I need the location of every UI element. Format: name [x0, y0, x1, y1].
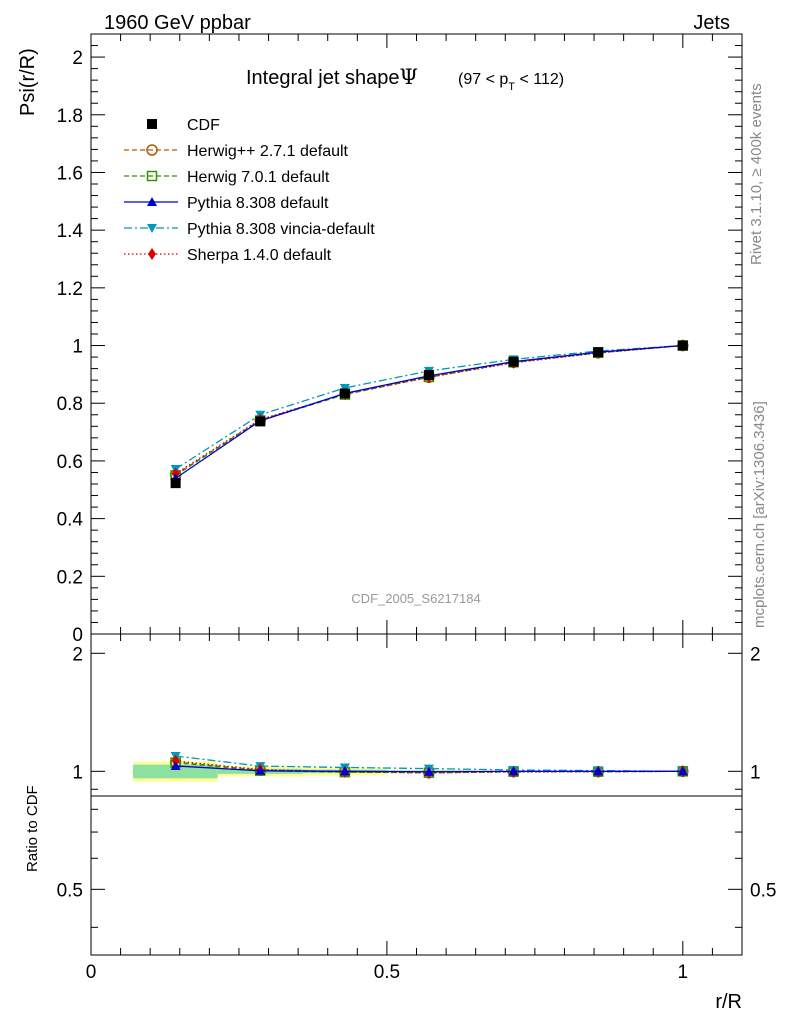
main-y-tick-label: 1: [72, 337, 83, 358]
chart-title-range: (97 < pT < 112): [458, 71, 564, 93]
legend-entry: Pythia 8.308 default: [124, 195, 329, 212]
main-panel: 0 0.2 0.4 0.6 0.8 1 1.2 1.4 1.6 1.8 2 Psi(r/R) Int…: [17, 33, 743, 646]
main-y-tick-label: 0.8: [57, 394, 83, 415]
legend-marker: [148, 248, 156, 260]
main-series-herwig-2-7-1-default: [169, 339, 689, 481]
ratio-point: [171, 754, 180, 767]
main-y-tick-label: 0.6: [57, 452, 83, 473]
chart-title: Integral jet shapeΨ: [246, 65, 418, 89]
main-y-tick-label: 1.2: [57, 279, 83, 300]
legend-marker: [147, 224, 157, 233]
legend-marker: [146, 170, 158, 182]
chart-title-range-sub: T: [508, 81, 515, 93]
main-series-sherpa-1-4-0-default: [171, 339, 687, 480]
main-series-herwig-7-0-1-default: [170, 340, 689, 481]
series-line: [175, 344, 683, 476]
legend-label: Sherpa 1.4.0 default: [187, 247, 332, 264]
analysis-id-label: CDF_2005_S6217184: [351, 591, 480, 606]
ratio-panel: 0.5 0.51 12 2 0 0.5 1 Ratio to CDF r/R: [24, 633, 776, 1013]
data-point: [508, 356, 519, 367]
main-y-tick-label: 1.8: [57, 106, 83, 127]
legend-entry: Pythia 8.308 vincia-default: [124, 221, 375, 238]
series-line: [175, 344, 683, 475]
legend-label: Herwig 7.0.1 default: [187, 169, 330, 186]
legend-marker: [146, 144, 158, 156]
main-series-group: [169, 339, 689, 489]
data-point: [423, 369, 434, 380]
ratio-point: [423, 766, 434, 776]
data-point: [170, 478, 181, 489]
ratio-y-tick-label-right: 2: [750, 644, 761, 665]
legend-entry: Sherpa 1.4.0 default: [124, 247, 332, 264]
main-x-axis: [90, 34, 743, 634]
ratio-y-axis: 0.5 0.5 1 1 2 2: [57, 644, 776, 928]
series-line: [175, 344, 683, 476]
mcplots-label: mcplots.cern.ch [arXiv:1306.3436]: [751, 401, 768, 628]
ratio-y-tick-label-right: 1: [750, 762, 761, 783]
ratio-y-tick-label: 1: [72, 762, 83, 783]
legend-marker: [147, 197, 157, 206]
ratio-y-tick-label-right: 0.5: [750, 880, 776, 901]
ratio-stat-band: [133, 764, 218, 779]
chart-title-range-prefix: (97 < p: [458, 71, 508, 88]
legend: CDF Herwig++ 2.7.1 default Herwig 7.0.1 de…: [124, 117, 375, 264]
main-y-axis-label: Psi(r/R): [17, 48, 39, 116]
rivet-version-label: Rivet 3.1.10, ≥ 400k events: [748, 83, 765, 265]
series-line: [175, 344, 683, 479]
main-series-pythia-8-308-default: [170, 340, 688, 483]
chart-title-symbol: Ψ: [399, 65, 417, 89]
ratio-y-axis-label: Ratio to CDF: [24, 785, 41, 872]
x-tick-label: 1: [678, 962, 689, 983]
legend-label: Pythia 8.308 default: [187, 195, 329, 212]
ratio-x-axis: 0 0.5 1: [86, 634, 743, 983]
data-point: [677, 340, 688, 351]
legend-entry: CDF: [147, 117, 220, 134]
ratio-point: [339, 766, 350, 776]
ratio-point: [255, 765, 266, 775]
main-y-axis: 0 0.2 0.4 0.6 0.8 1 1.2 1.4 1.6 1.8 2: [57, 33, 742, 646]
main-y-tick-label: 2: [72, 48, 83, 69]
main-series-pythia-8-308-vincia-default: [170, 341, 688, 474]
ratio-point: [677, 766, 688, 776]
legend-label: Herwig++ 2.7.1 default: [187, 143, 349, 160]
main-y-tick-label: 0.2: [57, 567, 83, 588]
x-tick-label: 0.5: [374, 962, 400, 983]
ratio-point: [593, 766, 604, 776]
legend-entry: Herwig 7.0.1 default: [124, 169, 330, 186]
legend-label: CDF: [187, 117, 220, 134]
ratio-y-tick-label: 2: [72, 644, 83, 665]
main-y-tick-label: 0: [72, 625, 83, 646]
ratio-series-pythia-8-308-default: [170, 760, 688, 776]
data-point: [255, 416, 266, 427]
chart-title-range-suffix: < 112): [515, 71, 564, 88]
ratio-plot-frame: [90, 633, 743, 956]
data-point: [339, 388, 350, 399]
ratio-point: [508, 766, 519, 776]
ratio-series-group: [169, 752, 689, 779]
collider-label: 1960 GeV ppbar: [104, 12, 251, 34]
process-label: Jets: [693, 12, 730, 34]
main-y-tick-label: 1.6: [57, 163, 83, 184]
data-point: [593, 347, 604, 358]
legend-marker: [147, 119, 157, 129]
ratio-point: [170, 760, 181, 770]
x-axis-label: r/R: [715, 991, 742, 1013]
main-series-cdf: [170, 340, 688, 489]
chart-title-text: Integral jet shape: [246, 67, 399, 89]
legend-label: Pythia 8.308 vincia-default: [187, 221, 375, 238]
legend-entry: Herwig++ 2.7.1 default: [124, 143, 349, 160]
main-y-tick-label: 1.4: [57, 221, 84, 242]
series-line: [175, 344, 683, 470]
ratio-y-tick-label: 0.5: [57, 880, 83, 901]
main-y-tick-label: 0.4: [57, 510, 84, 531]
x-tick-label: 0: [86, 962, 97, 983]
